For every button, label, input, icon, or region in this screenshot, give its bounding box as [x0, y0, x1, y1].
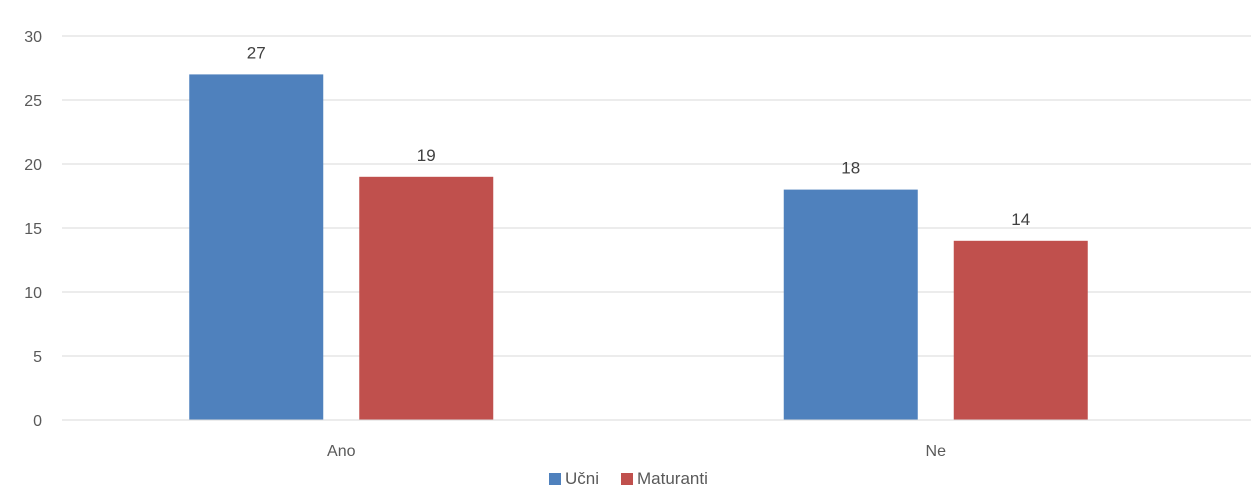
- data-label: 19: [417, 146, 436, 165]
- legend-label: Učni: [565, 469, 599, 488]
- bar-učni-ano: [189, 74, 324, 421]
- legend: Učni Maturanti: [549, 469, 708, 488]
- data-label: 27: [247, 43, 266, 62]
- x-tick-label: Ne: [926, 443, 947, 460]
- y-tick-label: 25: [24, 93, 42, 110]
- y-tick-label: 10: [24, 285, 42, 302]
- y-tick-label: 20: [24, 157, 42, 174]
- bar-maturanti-ano: [359, 176, 494, 420]
- y-tick-label: 5: [33, 349, 42, 366]
- legend-swatch: [549, 473, 561, 485]
- data-labels: 27 19 18 14: [247, 43, 1030, 228]
- x-tick-label: Ano: [327, 443, 356, 460]
- bars: [189, 74, 1088, 421]
- x-axis: Ano Ne: [62, 419, 1251, 460]
- bar-maturanti-ne: [953, 240, 1088, 420]
- data-label: 18: [841, 159, 860, 178]
- legend-label: Maturanti: [637, 469, 708, 488]
- y-tick-label: 15: [24, 221, 42, 238]
- y-axis: 0 5 10 15 20 25 30: [24, 29, 42, 430]
- bar-učni-ne: [783, 189, 918, 420]
- y-tick-label: 30: [24, 29, 42, 46]
- y-tick-label: 0: [33, 413, 42, 430]
- data-label: 14: [1011, 210, 1030, 229]
- legend-swatch: [621, 473, 633, 485]
